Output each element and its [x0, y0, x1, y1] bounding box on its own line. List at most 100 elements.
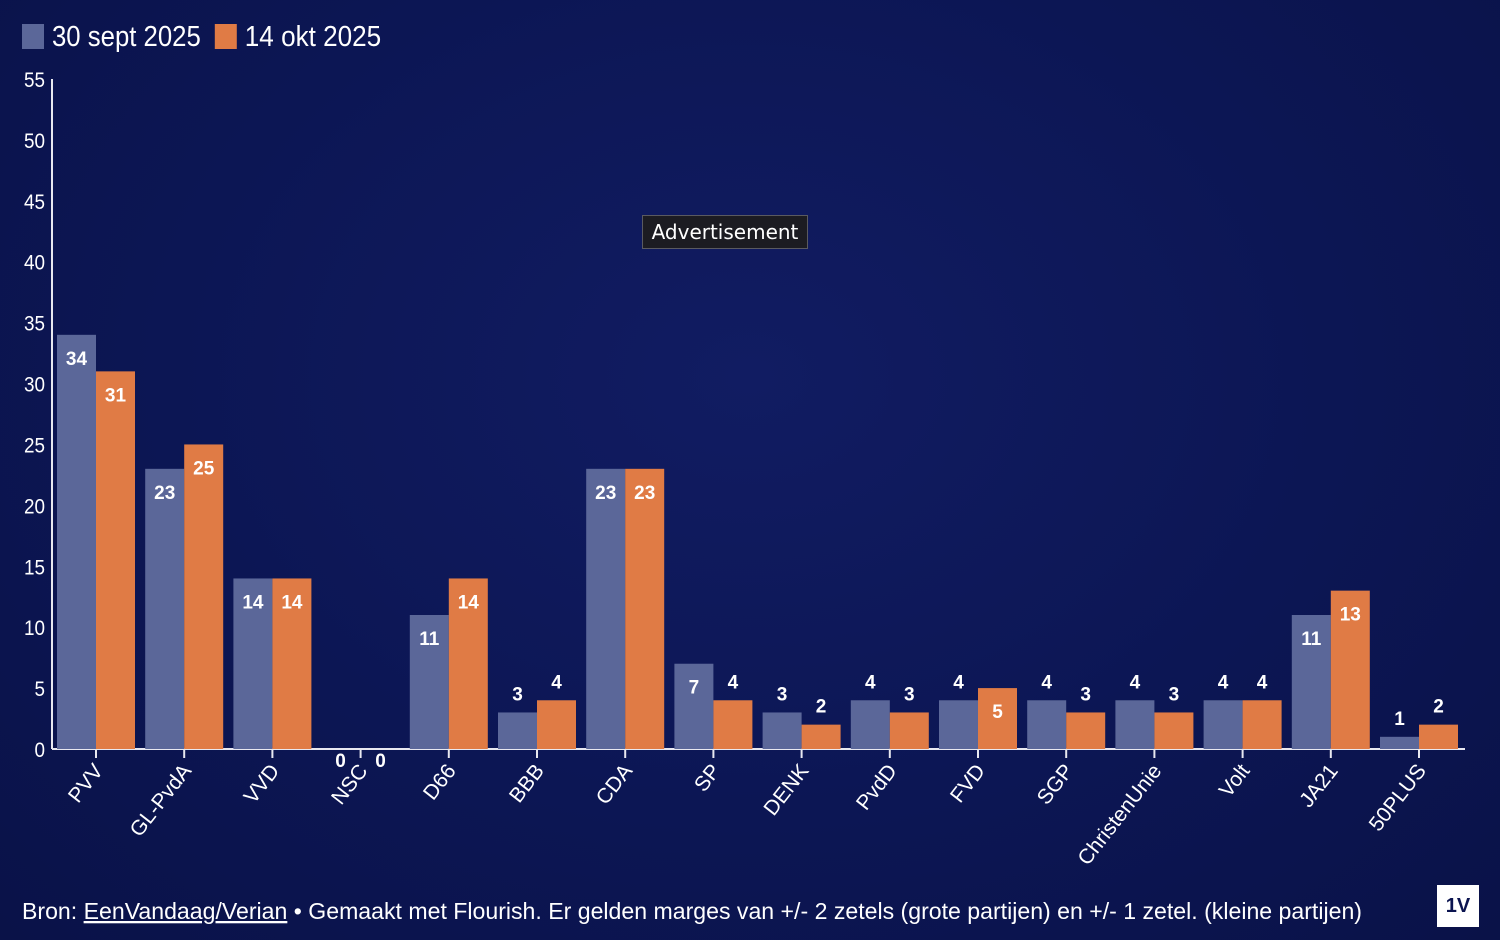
legend-swatch-1: [22, 24, 44, 49]
bar-PvdD-2: [889, 712, 929, 749]
y-tick-label: 45: [24, 191, 45, 214]
x-tick-label: JA21: [1295, 760, 1343, 812]
advertisement-tooltip: Advertisement: [642, 215, 808, 249]
bar-BBB-1: [498, 712, 537, 749]
x-tick-label: GL-PvdA: [126, 760, 197, 841]
bar-PVV-1: [57, 334, 96, 749]
data-label: 25: [193, 458, 215, 479]
x-tick-label: 50PLUS: [1365, 760, 1431, 836]
footer-prefix: Bron:: [22, 898, 84, 924]
data-label: 14: [242, 592, 264, 613]
bar-Volt-1: [1203, 700, 1243, 749]
data-label: 5: [992, 702, 1003, 723]
bars: [57, 334, 1458, 749]
y-tick-label: 50: [24, 130, 45, 153]
bar-VVD-2: [272, 578, 312, 749]
bar-GL-PvdA-1: [145, 468, 185, 749]
x-tick-label: VVD: [240, 760, 285, 808]
data-label: 31: [105, 385, 127, 406]
eenvandaag-logo: 1V: [1437, 885, 1479, 927]
data-label: 7: [689, 678, 700, 699]
bar-ChristenUnie-2: [1154, 712, 1194, 749]
data-label: 4: [1257, 672, 1268, 693]
bar-JA21-2: [1330, 590, 1370, 749]
data-label: 23: [595, 483, 616, 504]
y-tick-label: 15: [24, 556, 45, 579]
bar-Volt-2: [1242, 700, 1282, 749]
bar-D66-2: [448, 578, 488, 749]
legend: 30 sept 2025 14 okt 2025: [22, 21, 381, 53]
y-tick-label: 10: [24, 617, 45, 640]
y-tick-label: 55: [24, 69, 45, 92]
x-tick-label: Volt: [1215, 760, 1255, 802]
data-label: 3: [904, 684, 915, 705]
bar-SGP-2: [1066, 712, 1106, 749]
footer-note: Bron: EenVandaag/Verian • Gemaakt met Fl…: [22, 898, 1362, 924]
x-tick-label: ChristenUnie: [1073, 760, 1166, 870]
x-tick-label: BBB: [505, 760, 549, 807]
x-tick-label: CDA: [592, 760, 637, 809]
data-label: 13: [1340, 605, 1361, 626]
data-label: 3: [1080, 684, 1091, 705]
bar-SP-1: [674, 663, 714, 749]
data-label: 34: [66, 349, 88, 370]
y-tick-label: 20: [24, 495, 45, 518]
source-link[interactable]: EenVandaag/Verian: [84, 898, 288, 924]
data-label: 4: [953, 672, 964, 693]
bar-DENK-1: [762, 712, 802, 749]
data-label: 0: [335, 751, 346, 772]
bar-SP-2: [713, 700, 753, 749]
bar-50PLUS-1: [1380, 736, 1419, 749]
data-label: 3: [777, 684, 788, 705]
y-tick-label: 40: [24, 252, 45, 275]
y-tick-label: 30: [24, 374, 45, 397]
x-tick-label: NSC: [327, 760, 372, 809]
bar-50PLUS-2: [1419, 724, 1458, 749]
x-tick-labels: PVV GL-PvdA VVD NSC D66 BBB CDA SP DENK PvdD FVD SG…: [64, 760, 1431, 870]
x-tick-label: PVV: [64, 760, 108, 807]
data-label: 4: [1218, 672, 1229, 693]
data-label: 2: [816, 697, 827, 718]
y-tick-label: 5: [35, 678, 46, 701]
data-label: 11: [419, 629, 440, 650]
data-label: 3: [512, 684, 523, 705]
x-tick-label: PvdD: [852, 760, 902, 815]
bar-PVV-2: [96, 371, 135, 749]
bar-SGP-1: [1027, 700, 1067, 749]
data-label: 1: [1394, 709, 1405, 730]
bar-CDA-2: [625, 468, 665, 749]
data-label: 14: [458, 592, 480, 613]
bar-D66-1: [409, 615, 449, 749]
data-label: 11: [1301, 629, 1322, 650]
x-tick-label: DENK: [759, 760, 813, 820]
bar-GL-PvdA-2: [184, 444, 224, 749]
data-label: 23: [154, 483, 175, 504]
bar-CDA-1: [586, 468, 626, 749]
data-label: 0: [375, 751, 386, 772]
x-tick-label: SP: [690, 760, 725, 796]
data-label: 3: [1169, 684, 1180, 705]
bar-BBB-2: [537, 700, 576, 749]
x-tick-label: FVD: [946, 760, 990, 807]
data-label: 4: [1041, 672, 1052, 693]
bar-VVD-1: [233, 578, 273, 749]
footer-text: • Gemaakt met Flourish. Er gelden marges…: [287, 898, 1362, 924]
y-tick-label: 35: [24, 313, 45, 336]
bar-JA21-1: [1291, 615, 1331, 749]
data-label: 4: [1130, 672, 1141, 693]
legend-label-1: 30 sept 2025: [52, 21, 201, 53]
data-label: 14: [281, 592, 303, 613]
y-tick-label: 0: [35, 739, 46, 762]
data-label: 4: [865, 672, 876, 693]
bar-DENK-2: [801, 724, 841, 749]
legend-swatch-2: [214, 24, 237, 49]
y-tick-label: 25: [24, 434, 45, 457]
data-label: 4: [728, 672, 739, 693]
bar-PvdD-1: [850, 700, 890, 749]
legend-label-2: 14 okt 2025: [245, 21, 381, 53]
x-tick-label: SGP: [1033, 760, 1078, 809]
data-label: 23: [634, 483, 655, 504]
